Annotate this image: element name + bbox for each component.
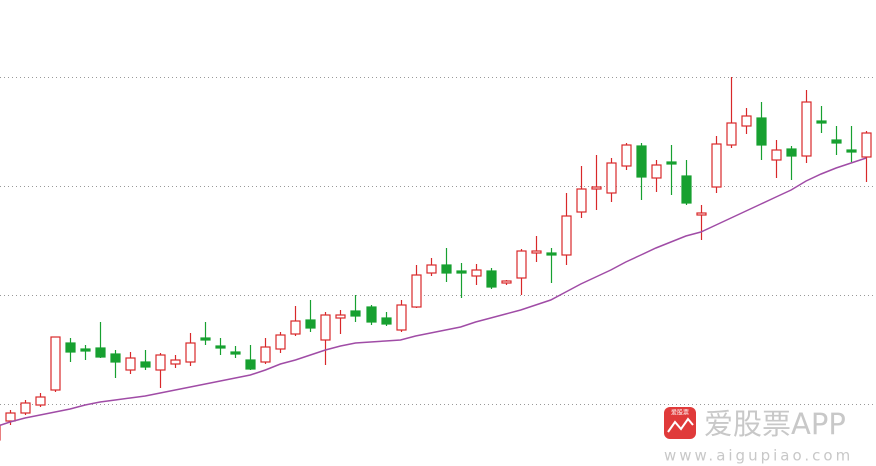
candle-body [711, 143, 722, 188]
candle-body [125, 357, 136, 371]
candle-body [245, 359, 256, 370]
brand-text: 爱股票APP [704, 407, 846, 441]
candle-body [456, 270, 467, 274]
candle-body [651, 164, 662, 179]
logo-text: 爱股票 [671, 409, 689, 417]
candle-body [621, 144, 632, 167]
candle-body [831, 139, 842, 144]
candle-body [110, 353, 121, 363]
logo-icon [667, 417, 694, 433]
candle-body [275, 334, 286, 350]
candle-body [786, 148, 797, 157]
candle-body [366, 306, 377, 323]
candle-body [501, 280, 512, 284]
candle-body [95, 347, 106, 358]
candle-body [260, 346, 271, 363]
candle-body [426, 264, 437, 274]
candle-body [155, 354, 166, 371]
candle-body [576, 188, 587, 213]
candle-body [20, 402, 31, 414]
candle-body [50, 336, 61, 391]
candle-body [606, 162, 617, 194]
candle-body [350, 310, 361, 317]
candle-body [80, 348, 91, 352]
candle-body [561, 215, 572, 256]
candle-body [215, 345, 226, 349]
candle-body [816, 120, 827, 124]
candle-body [591, 186, 602, 190]
candle-body [335, 314, 346, 319]
candle-body [471, 269, 482, 277]
candle-body [290, 320, 301, 335]
logo [664, 407, 696, 439]
moving-average-line [0, 157, 867, 427]
candle-body [230, 351, 241, 355]
candle-body [516, 250, 527, 279]
candle-body [5, 412, 16, 422]
candle-body [35, 396, 46, 406]
candle-body [681, 175, 692, 204]
candle-body [185, 342, 196, 363]
candle-body [396, 304, 407, 331]
candle-body [305, 319, 316, 329]
candle-body [636, 145, 647, 178]
candle-body [441, 264, 452, 274]
candle-body [801, 101, 812, 157]
candle-body [411, 274, 422, 308]
plot-area [0, 77, 876, 441]
watermark: 爱股票 爱股票APP www.aigupiao.com [664, 407, 853, 465]
candle-body [741, 115, 752, 127]
candle-body [320, 314, 331, 341]
candle-body [696, 212, 707, 216]
candle-body [846, 149, 857, 153]
candle-body [170, 359, 181, 365]
candle-body [861, 132, 872, 158]
candle-body [140, 361, 151, 368]
candle-body [486, 270, 497, 288]
candle-body [546, 252, 557, 256]
candle-body [531, 250, 542, 254]
candle-body [756, 117, 767, 146]
brand-url: www.aigupiao.com [664, 447, 853, 465]
candle-body [726, 122, 737, 146]
candle-body [381, 317, 392, 325]
candle-body [666, 161, 677, 165]
candle-body [771, 149, 782, 161]
candle-body [200, 337, 211, 341]
candle-body [65, 342, 76, 353]
